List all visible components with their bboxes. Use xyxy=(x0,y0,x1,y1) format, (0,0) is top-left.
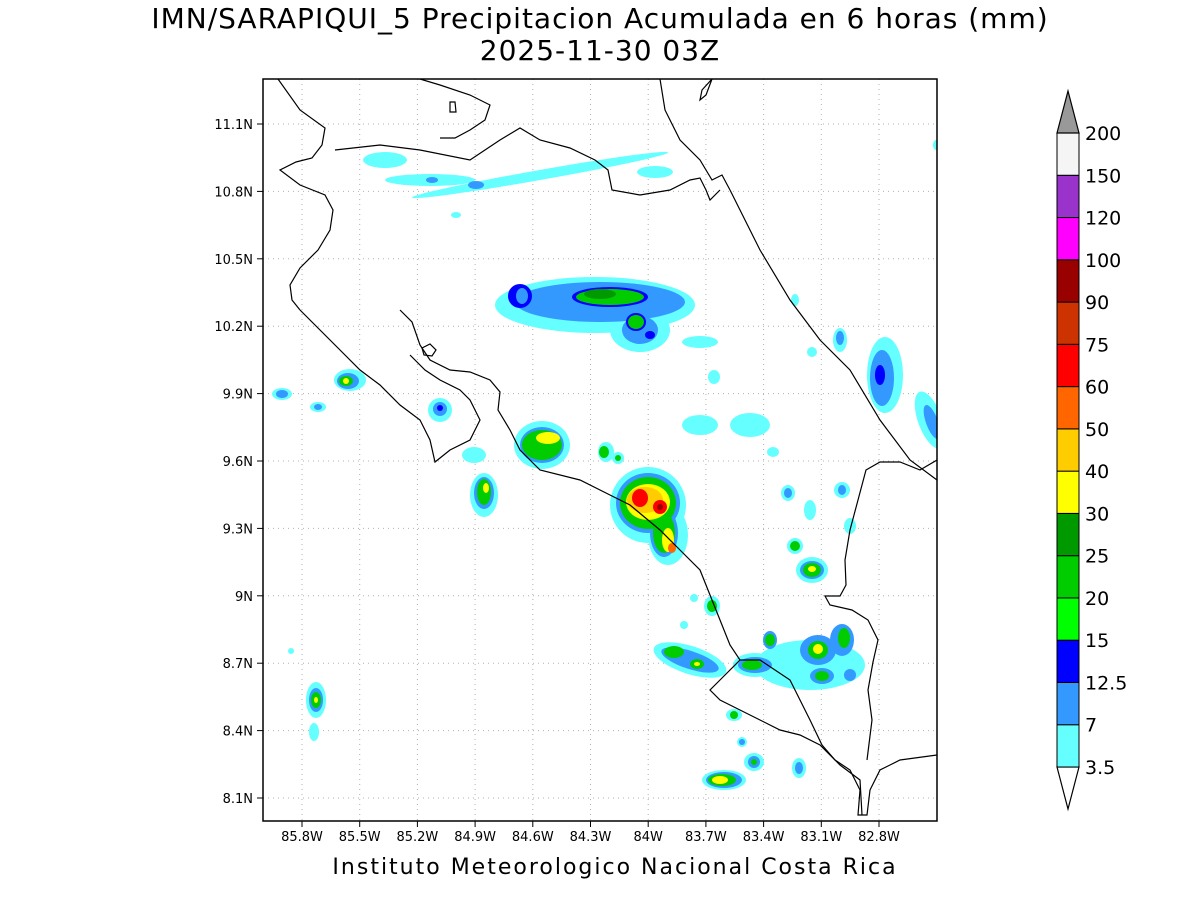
colorbar-max-arrow xyxy=(1056,88,1080,134)
colorbar-label: 75 xyxy=(1085,334,1109,356)
lon-tick-label: 84.9W xyxy=(454,830,496,845)
colorbar-label: 200 xyxy=(1085,123,1121,145)
nicoya-peninsula xyxy=(299,309,481,464)
lon-tick-label: 84.6W xyxy=(512,830,554,845)
colorbar-label: 15 xyxy=(1085,630,1109,652)
colorbar-min-arrow xyxy=(1056,766,1080,812)
caribbean-coast xyxy=(699,79,937,481)
lat-tick-label: 10.8N xyxy=(214,185,253,200)
osa-peninsula xyxy=(740,659,937,816)
colorbar-segment xyxy=(1056,386,1080,430)
latitude-axis: 11.1N 10.8N 10.5N 10.2N 9.9N 9.6N 9.3N 9N 8.7N 8.… xyxy=(214,118,263,807)
colorbar-label: 20 xyxy=(1085,588,1109,610)
lat-tick-label: 8.1N xyxy=(223,792,253,807)
lat-tick-label: 11.1N xyxy=(214,118,253,133)
precipitation-field xyxy=(272,140,937,790)
rain-cell-north xyxy=(363,151,673,218)
colorbar-segment xyxy=(1056,174,1080,219)
nicaragua-border xyxy=(277,79,334,311)
map-title: IMN/SARAPIQUI_5 Precipitacion Acumulada … xyxy=(151,2,1049,35)
lat-tick-label: 8.7N xyxy=(223,657,253,672)
colorbar-segment xyxy=(1056,301,1080,345)
colorbar-label: 150 xyxy=(1085,165,1121,187)
rain-band-central-pacific xyxy=(514,413,779,565)
rain-cells-caribbean xyxy=(708,140,937,449)
lon-tick-label: 85.5W xyxy=(339,830,381,845)
colorbar-label: 120 xyxy=(1085,208,1121,230)
lon-tick-label: 85.2W xyxy=(396,830,438,845)
credit-text: Instituto Meteorologico Nacional Costa R… xyxy=(332,855,898,880)
pacific-coast-guanacaste xyxy=(399,309,863,816)
colorbar-segment xyxy=(1056,555,1080,599)
lon-tick-label: 83.7W xyxy=(685,830,727,845)
colorbar-segment xyxy=(1056,259,1080,303)
lat-tick-label: 9.9N xyxy=(223,388,253,403)
lake-shore xyxy=(334,127,721,202)
coastlines-borders xyxy=(277,79,937,816)
lat-tick-label: 9N xyxy=(235,590,253,605)
colorbar-label: 12.5 xyxy=(1085,672,1127,694)
colorbar-label: 7 xyxy=(1085,715,1097,737)
lat-tick-label: 8.4N xyxy=(223,725,253,740)
lat-tick-label: 10.5N xyxy=(214,253,253,268)
rain-band-north-central xyxy=(495,277,718,352)
lon-tick-label: 83.1W xyxy=(800,830,842,845)
colorbar-label: 60 xyxy=(1085,377,1109,399)
lat-tick-label: 10.2N xyxy=(214,320,253,335)
map-timestamp: 2025-11-30 03Z xyxy=(479,34,721,67)
panama-border xyxy=(823,459,937,761)
colorbar-segment xyxy=(1056,639,1080,683)
lon-tick-label: 83.4W xyxy=(743,830,785,845)
colorbar-segment xyxy=(1056,470,1080,514)
colorbar-label: 90 xyxy=(1085,292,1109,314)
lon-tick-label: 82.8W xyxy=(858,830,900,845)
colorbar-segment xyxy=(1056,428,1080,472)
lon-tick-label: 84W xyxy=(633,830,663,845)
san-juan-river xyxy=(659,79,731,191)
north-lake xyxy=(419,79,491,139)
longitude-axis: 85.8W 85.5W 85.2W 84.9W 84.6W 84.3W 84W 83.7W 83… xyxy=(281,821,900,845)
colorbar-segment xyxy=(1056,681,1080,726)
colorbar-segment xyxy=(1056,512,1080,557)
lat-tick-label: 9.3N xyxy=(223,522,253,537)
lat-tick-label: 9.6N xyxy=(223,455,253,470)
colorbar-label: 40 xyxy=(1085,461,1109,483)
colorbar-label: 25 xyxy=(1085,546,1109,568)
colorbar-segment xyxy=(1056,132,1080,176)
island xyxy=(449,101,457,113)
lake-arenal xyxy=(421,343,437,357)
rain-cells-south xyxy=(653,482,865,790)
colorbar-label: 50 xyxy=(1085,419,1109,441)
colorbar-segment xyxy=(1056,343,1080,388)
colorbar-segment xyxy=(1056,597,1080,641)
colorbar-label: 30 xyxy=(1085,503,1109,525)
rain-cells-pacific-west xyxy=(272,369,498,741)
colorbar-label: 3.5 xyxy=(1085,757,1115,779)
colorbar: 3.5 7 12.5 15 20 25 30 40 50 60 75 90 100 120 150 200 xyxy=(1056,88,1127,812)
colorbar-segment xyxy=(1056,217,1080,261)
colorbar-label: 100 xyxy=(1085,250,1121,272)
colorbar-segment xyxy=(1056,724,1080,768)
lon-tick-label: 85.8W xyxy=(281,830,323,845)
map-frame xyxy=(262,78,938,822)
lon-tick-label: 84.3W xyxy=(570,830,612,845)
